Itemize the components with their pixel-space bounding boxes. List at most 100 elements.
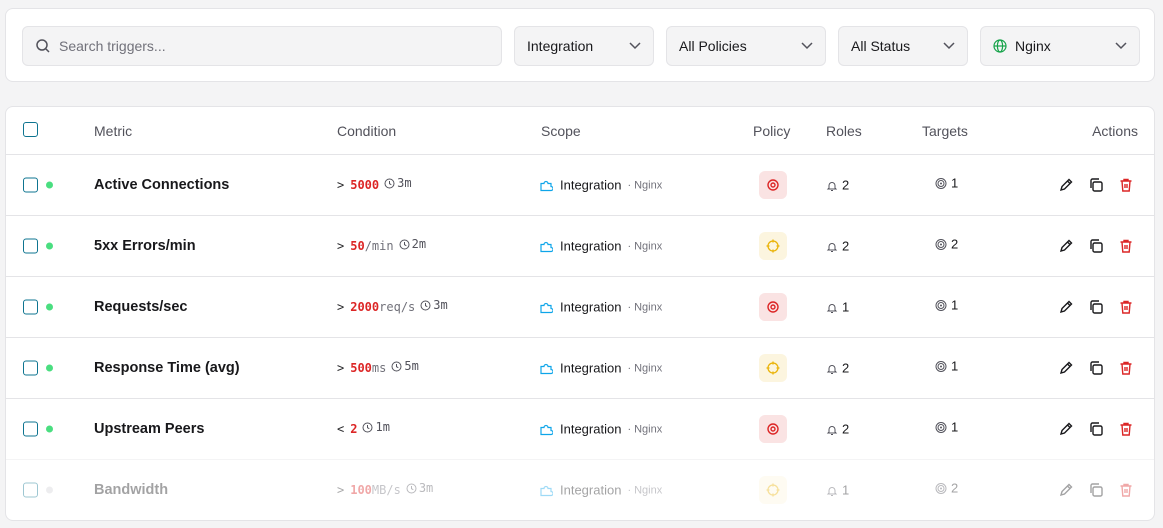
unit: req/s	[379, 300, 416, 314]
scope-label: Integration	[560, 421, 622, 437]
policy-badge	[759, 354, 787, 382]
delete-button[interactable]	[1118, 238, 1134, 254]
policy-badge-svg	[759, 293, 787, 321]
row-checkbox[interactable]	[23, 482, 38, 498]
edit-button[interactable]	[1058, 360, 1074, 376]
duration: 1m	[375, 420, 390, 434]
search-input[interactable]: Search triggers...	[22, 26, 502, 66]
scope-label: Integration	[560, 482, 622, 498]
integration-dropdown[interactable]: Integration	[514, 26, 654, 66]
row-checkbox[interactable]	[23, 421, 38, 437]
edit-button[interactable]	[1058, 482, 1074, 498]
select-all-checkbox[interactable]	[23, 122, 38, 137]
edit-button-svg	[1059, 483, 1073, 497]
delete-button[interactable]	[1118, 299, 1134, 315]
scope: Integration · Nginx	[539, 361, 662, 376]
threshold: 2000	[350, 300, 380, 314]
targets-count: 2	[951, 236, 959, 252]
row-checkbox[interactable]	[23, 360, 38, 376]
delete-button[interactable]	[1118, 482, 1134, 498]
duplicate-button[interactable]	[1088, 482, 1104, 498]
policy-badge-svg	[759, 354, 787, 382]
duplicate-button[interactable]	[1088, 238, 1104, 254]
condition: >2000 req/s 3m	[337, 298, 448, 316]
operator: >	[337, 239, 345, 253]
delete-button[interactable]	[1118, 360, 1134, 376]
duplicate-button-svg	[1090, 239, 1103, 253]
separator: ·	[627, 423, 632, 435]
target-icon	[935, 177, 947, 189]
targets-count: 1	[951, 175, 959, 191]
condition: <2 1m	[337, 420, 390, 438]
bell-icon	[826, 179, 838, 191]
scope-source: Nginx	[634, 484, 663, 496]
policy-badge-svg	[759, 232, 787, 260]
roles: 1	[826, 300, 849, 315]
roles-count: 1	[842, 482, 850, 498]
status-dropdown[interactable]: All Status	[838, 26, 968, 66]
policy-badge	[759, 232, 787, 260]
search-icon	[36, 39, 50, 53]
puzzle-icon-svg	[540, 485, 554, 496]
delete-button-svg	[1120, 300, 1132, 314]
roles: 2	[826, 239, 849, 254]
row-checkbox[interactable]	[23, 238, 38, 254]
column-header: Targets	[922, 123, 968, 139]
roles-count: 2	[842, 421, 850, 437]
edit-button[interactable]	[1058, 421, 1074, 437]
roles-count: 2	[842, 177, 850, 193]
bell-icon-svg	[826, 181, 838, 191]
puzzle-icon	[539, 239, 554, 253]
puzzle-icon	[539, 422, 554, 436]
scope-source: Nginx	[634, 423, 663, 435]
clock-icon-svg	[362, 422, 373, 432]
separator: ·	[627, 484, 632, 496]
edit-button-svg	[1059, 239, 1073, 253]
status-dot	[46, 303, 53, 311]
threshold: 100	[350, 483, 372, 497]
metric-name: Upstream Peers	[94, 421, 205, 437]
clock-icon-svg	[406, 483, 417, 493]
edit-button[interactable]	[1058, 177, 1074, 193]
source-dropdown[interactable]: Nginx	[980, 26, 1140, 66]
row-checkbox[interactable]	[23, 177, 38, 193]
duplicate-button-svg	[1090, 361, 1103, 375]
duplicate-button[interactable]	[1088, 360, 1104, 376]
row-checkbox[interactable]	[23, 299, 38, 315]
puzzle-icon-svg	[540, 241, 554, 252]
table-row: Upstream Peers <2 1m Integration · Nginx 2 1	[6, 398, 1154, 459]
duration: 3m	[397, 176, 412, 190]
delete-button-svg	[1120, 422, 1132, 436]
status-dot	[46, 486, 53, 494]
metric-name: Requests/sec	[94, 299, 188, 315]
delete-button-svg	[1120, 361, 1132, 375]
delete-button[interactable]	[1118, 177, 1134, 193]
roles: 2	[826, 178, 849, 193]
duplicate-button[interactable]	[1088, 177, 1104, 193]
clock-icon	[391, 361, 402, 372]
duplicate-button[interactable]	[1088, 299, 1104, 315]
scope-source: Nginx	[634, 240, 663, 252]
chevron	[1115, 42, 1127, 50]
chevron	[943, 42, 955, 50]
scope-label: Integration	[560, 238, 622, 254]
separator: ·	[627, 301, 632, 313]
targets: 1	[935, 359, 958, 374]
dropdown-label: Integration	[527, 38, 594, 54]
edit-button[interactable]	[1058, 238, 1074, 254]
puzzle-icon-svg	[540, 302, 554, 313]
clock-icon	[384, 178, 395, 189]
puzzle-icon	[539, 178, 554, 192]
bell-icon-svg	[826, 486, 838, 496]
clock-icon-svg	[420, 300, 431, 310]
scope-source: Nginx	[634, 301, 663, 313]
duplicate-button[interactable]	[1088, 421, 1104, 437]
threshold: 500	[350, 361, 372, 375]
unit: /min	[364, 239, 394, 253]
policy-dropdown[interactable]: All Policies	[666, 26, 826, 66]
edit-button[interactable]	[1058, 299, 1074, 315]
delete-button[interactable]	[1118, 421, 1134, 437]
roles-count: 2	[842, 360, 850, 376]
policy-badge-svg	[759, 476, 787, 504]
chevron	[629, 42, 641, 50]
